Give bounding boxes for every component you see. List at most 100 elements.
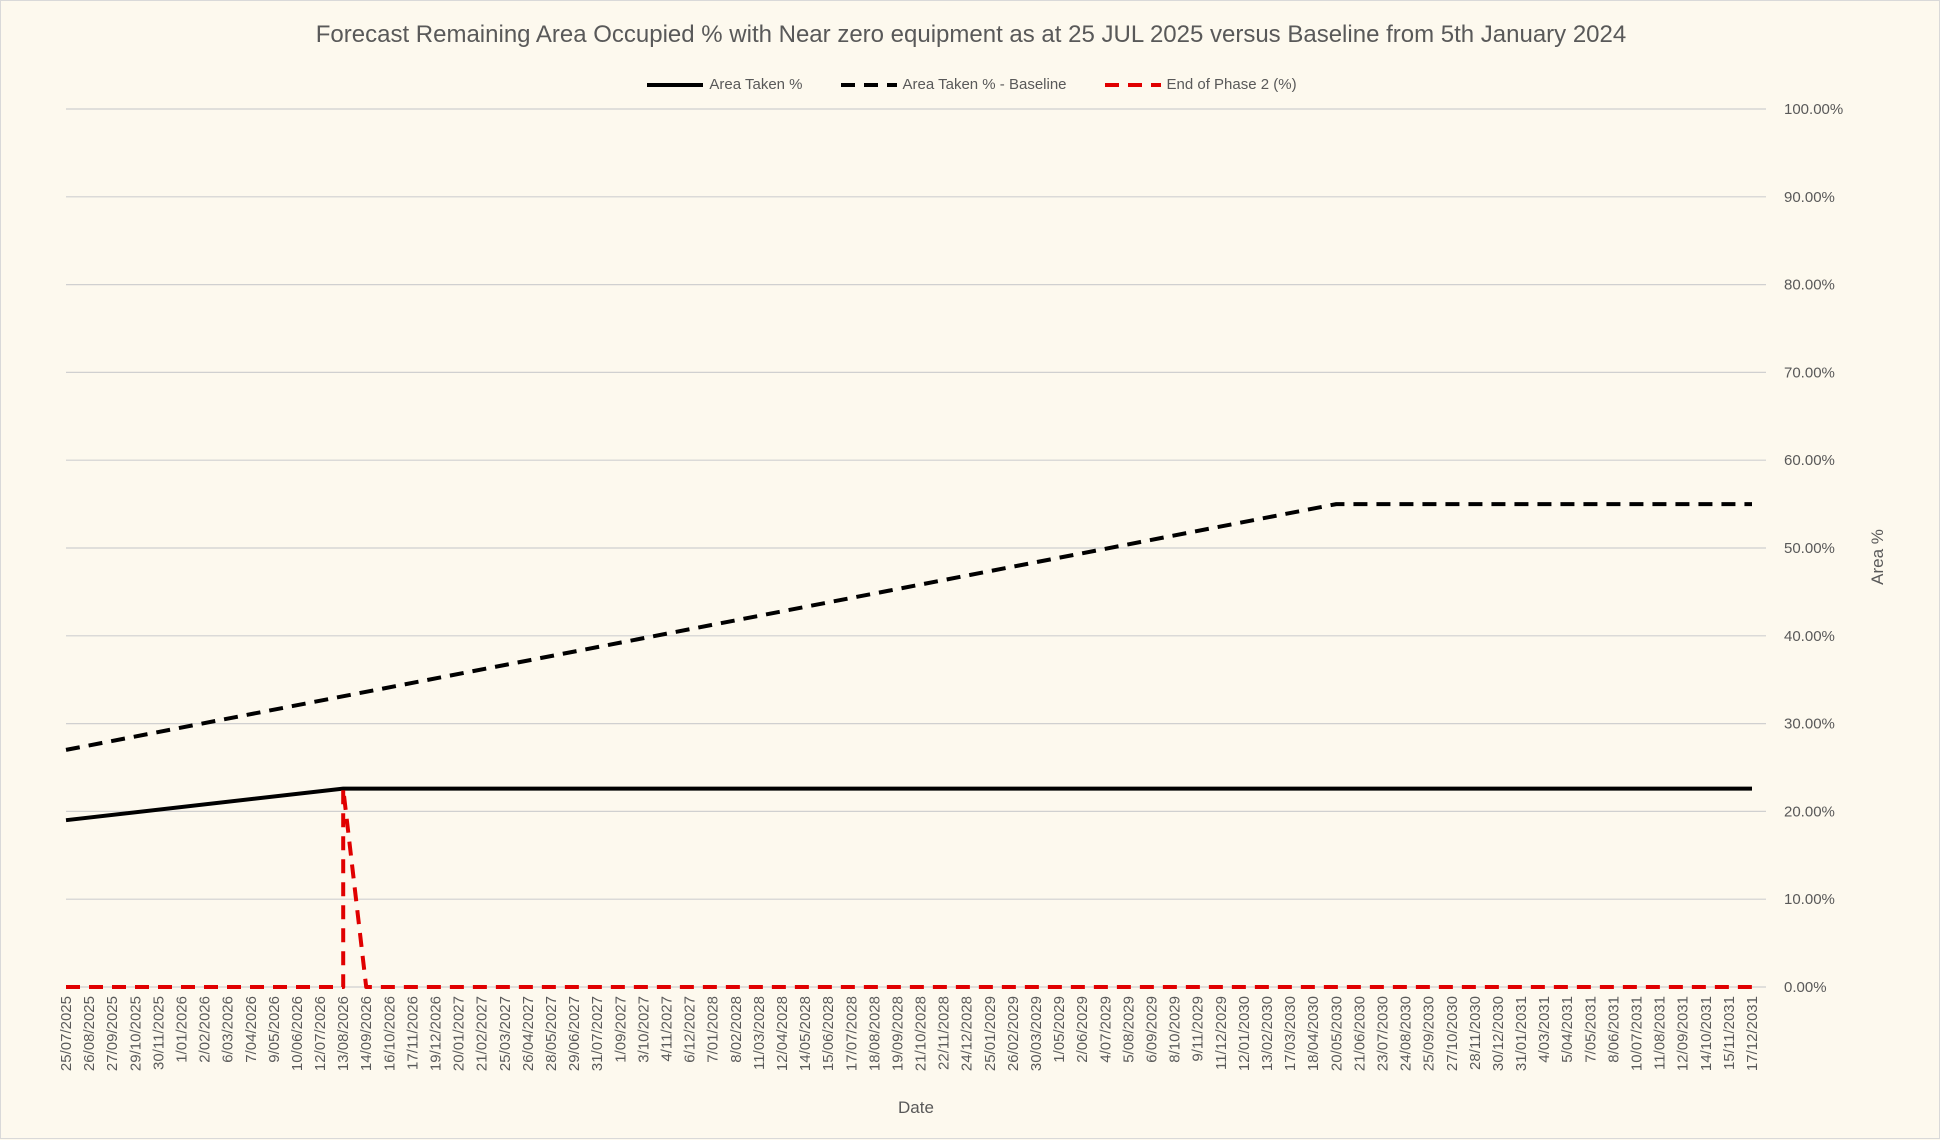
x-tick-label: 17/12/2031 (1744, 996, 1761, 1071)
legend-swatch-baseline (840, 82, 897, 87)
legend-item-end-of-phase-2: End of Phase 2 (%) (1103, 76, 1297, 93)
x-tick-label: 26/08/2025 (81, 996, 98, 1071)
y-tick-label: 30.00% (1784, 716, 1835, 733)
x-tick-label: 21/02/2027 (474, 996, 491, 1071)
x-tick-label: 14/10/2031 (1698, 996, 1715, 1071)
x-tick-label: 11/08/2031 (1652, 996, 1669, 1070)
x-tick-label: 25/07/2025 (58, 996, 75, 1071)
x-tick-label: 25/01/2029 (982, 996, 999, 1071)
x-tick-label: 29/10/2025 (127, 996, 144, 1071)
x-tick-label: 20/01/2027 (451, 996, 468, 1071)
x-tick-label: 24/08/2030 (1398, 996, 1415, 1071)
x-tick-label: 25/09/2030 (1421, 996, 1438, 1071)
x-tick-label: 8/02/2028 (728, 996, 745, 1063)
x-tick-label: 30/12/2030 (1490, 996, 1507, 1071)
x-tick-label: 19/12/2026 (428, 996, 445, 1071)
y-tick-label: 80.00% (1784, 277, 1835, 294)
x-tick-label: 21/06/2030 (1351, 996, 1368, 1071)
x-tick-label: 26/02/2029 (1005, 996, 1022, 1071)
y-tick-label: 50.00% (1784, 540, 1835, 557)
series-line-1 (65, 502, 1752, 752)
legend-item-baseline: Area Taken % - Baseline (839, 76, 1067, 93)
x-tick-label: 17/03/2030 (1282, 996, 1299, 1071)
x-tick-label: 8/10/2029 (1167, 996, 1184, 1063)
x-tick-label: 31/07/2027 (589, 996, 606, 1071)
x-tick-label: 13/08/2026 (335, 996, 352, 1071)
x-tick-label: 15/11/2031 (1721, 996, 1738, 1070)
x-tick-label: 14/05/2028 (797, 996, 814, 1071)
x-tick-label: 18/04/2030 (1305, 996, 1322, 1071)
x-tick-label: 30/03/2029 (1028, 996, 1045, 1071)
legend-label-end-of-phase-2: End of Phase 2 (%) (1166, 76, 1297, 93)
x-tick-label: 12/04/2028 (774, 996, 791, 1071)
x-tick-label: 20/05/2030 (1328, 996, 1345, 1071)
x-tick-label: 23/07/2030 (1374, 996, 1391, 1071)
series-line-2 (66, 786, 1752, 989)
x-tick-label: 19/09/2028 (889, 996, 906, 1071)
chart-title: Forecast Remaining Area Occupied % with … (315, 21, 1627, 48)
x-tick-label: 2/06/2029 (1074, 996, 1091, 1063)
x-tick-label: 9/05/2026 (266, 996, 283, 1063)
y-tick-label: 0.00% (1784, 979, 1827, 996)
x-tick-label: 7/04/2026 (243, 996, 260, 1063)
legend: Area Taken % Area Taken % - Baseline End… (1, 76, 1940, 93)
series-line-0 (65, 786, 1752, 823)
legend-label-area-taken: Area Taken % (709, 76, 803, 93)
x-tick-label: 4/07/2029 (1097, 996, 1114, 1063)
x-tick-label: 15/06/2028 (820, 996, 837, 1071)
x-tick-label: 22/11/2028 (936, 996, 953, 1070)
x-tick-label: 17/07/2028 (843, 996, 860, 1071)
x-tick-label: 28/05/2027 (543, 996, 560, 1071)
x-axis-title: Date (898, 1098, 934, 1117)
x-tick-label: 27/09/2025 (104, 996, 121, 1071)
legend-label-baseline: Area Taken % - Baseline (902, 76, 1067, 93)
legend-swatch-area-taken (647, 82, 704, 87)
x-tick-label: 29/06/2027 (566, 996, 583, 1071)
x-tick-label: 6/09/2029 (1144, 996, 1161, 1063)
x-tick-label: 6/12/2027 (682, 996, 699, 1063)
y-tick-label: 70.00% (1784, 364, 1835, 381)
y-tick-label: 60.00% (1784, 452, 1835, 469)
y-tick-label: 90.00% (1784, 189, 1835, 206)
x-tick-label: 14/09/2026 (358, 996, 375, 1071)
x-tick-labels: 25/07/2025 26/08/2025 27/09/2025 29/10/2025… (58, 996, 1761, 1071)
x-tick-label: 17/11/2026 (404, 996, 421, 1070)
x-tick-label: 2/02/2026 (197, 996, 214, 1063)
y-tick-label: 100.00% (1784, 101, 1843, 118)
x-tick-label: 1/09/2027 (612, 996, 629, 1063)
x-tick-label: 21/10/2028 (913, 996, 930, 1071)
x-tick-label: 7/05/2031 (1582, 996, 1599, 1063)
x-tick-label: 12/09/2031 (1675, 996, 1692, 1071)
x-tick-label: 1/01/2026 (173, 996, 190, 1063)
x-tick-label: 3/10/2027 (635, 996, 652, 1063)
x-tick-label: 12/07/2026 (312, 996, 329, 1071)
x-tick-label: 13/02/2030 (1259, 996, 1276, 1071)
x-tick-label: 1/05/2029 (1051, 996, 1068, 1063)
x-tick-label: 31/01/2031 (1513, 996, 1530, 1071)
x-tick-label: 18/08/2028 (866, 996, 883, 1071)
x-tick-label: 9/11/2029 (1190, 996, 1207, 1062)
x-tick-label: 10/07/2031 (1629, 996, 1646, 1071)
x-tick-label: 5/08/2029 (1120, 996, 1137, 1063)
x-tick-label: 11/12/2029 (1213, 996, 1230, 1070)
x-tick-label: 11/03/2028 (751, 996, 768, 1070)
x-tick-label: 4/11/2027 (658, 996, 675, 1062)
x-tick-label: 10/06/2026 (289, 996, 306, 1071)
x-tick-label: 7/01/2028 (705, 996, 722, 1063)
legend-swatch-end-of-phase-2 (1104, 82, 1161, 87)
y-tick-label: 40.00% (1784, 628, 1835, 645)
legend-item-area-taken: Area Taken % (645, 76, 803, 93)
x-tick-label: 5/04/2031 (1559, 996, 1576, 1063)
x-tick-label: 16/10/2026 (381, 996, 398, 1071)
y-tick-label: 20.00% (1784, 803, 1835, 820)
y-tick-label: 10.00% (1784, 891, 1835, 908)
x-tick-label: 8/06/2031 (1605, 996, 1622, 1063)
x-tick-label: 28/11/2030 (1467, 996, 1484, 1070)
x-tick-label: 12/01/2030 (1236, 996, 1253, 1071)
x-tick-label: 25/03/2027 (497, 996, 514, 1071)
x-tick-label: 6/03/2026 (220, 996, 237, 1063)
x-tick-label: 4/03/2031 (1536, 996, 1553, 1063)
y-tick-labels: 0.00% 10.00% 20.00% 30.00% 40.00% 50.00% 60.00… (1784, 101, 1843, 996)
